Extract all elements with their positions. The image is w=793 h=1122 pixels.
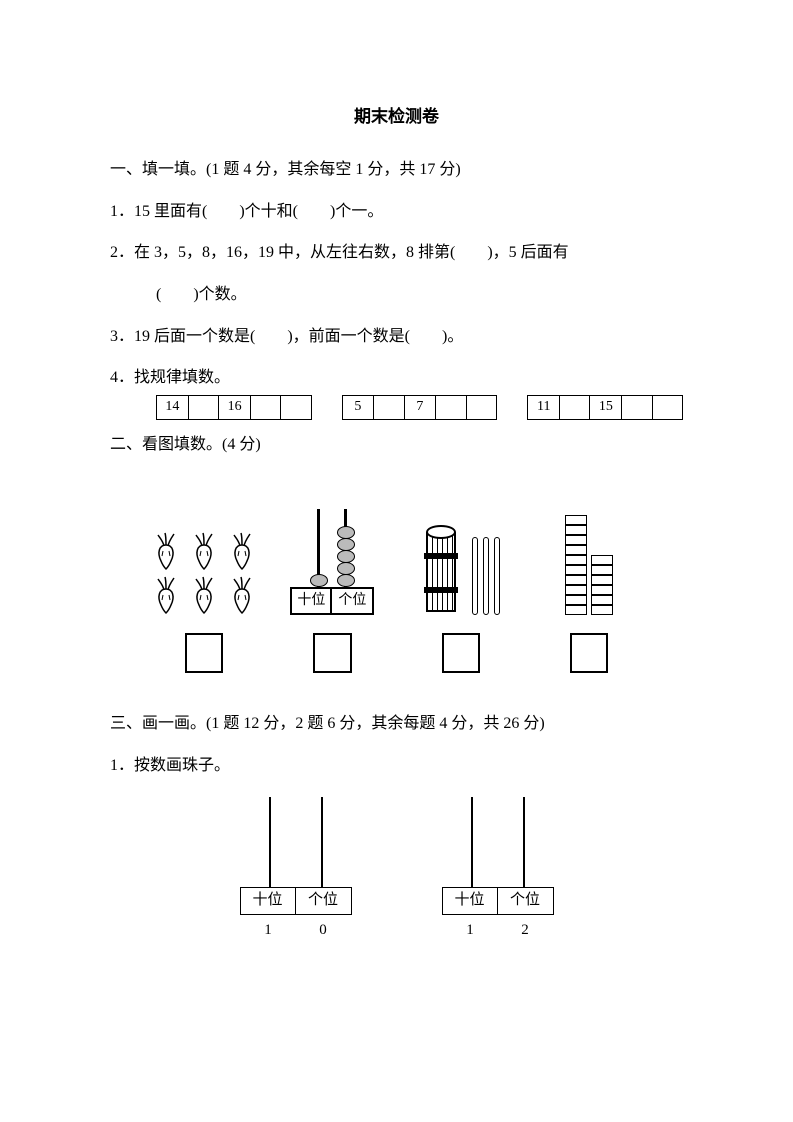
- seq1-cell: [188, 395, 218, 419]
- abacus-b-tens-num: 1: [443, 915, 498, 945]
- seq1-cell: 16: [219, 395, 251, 419]
- abacus-label-ones: 个位: [498, 888, 553, 914]
- radish-icon: [226, 531, 258, 571]
- abacus-rod-tens[interactable]: [269, 797, 271, 887]
- seq2-cell: [466, 395, 497, 419]
- seq2-cell: [436, 395, 467, 419]
- bead-icon: [310, 574, 328, 587]
- abacus-figure: 十位 个位: [268, 475, 396, 615]
- stick-bundle-icon: [422, 525, 460, 615]
- q4-sequences: 14 16 5 7 11 15: [110, 395, 683, 420]
- abacus-rod-tens: [317, 509, 320, 587]
- seq-table-3: 11 15: [527, 395, 683, 420]
- section3-heading: 三、画一画。(1 题 12 分，2 题 6 分，其余每题 4 分，共 26 分): [110, 703, 683, 745]
- abacus-label-tens: 十位: [443, 888, 498, 914]
- seq-table-2: 5 7: [342, 395, 498, 420]
- seq1-cell: [251, 395, 281, 419]
- q2-text-a: 2．在 3，5，8，16，19 中，从左往右数，8 排第( )，5 后面有: [110, 232, 683, 274]
- seq1-cell: [281, 395, 311, 419]
- seq2-cell: [374, 395, 405, 419]
- answer-box[interactable]: [313, 633, 351, 673]
- abacus-label-ones: 个位: [332, 589, 372, 613]
- radish-icon: [226, 575, 258, 615]
- stick-icon: [472, 537, 478, 615]
- bead-icon: [337, 538, 355, 551]
- abacus-a-tens-num: 1: [241, 915, 296, 945]
- q4-text: 4．找规律填数。: [110, 357, 683, 399]
- abacus-rod-ones[interactable]: [321, 797, 323, 887]
- bead-icon: [337, 574, 355, 587]
- abacus-pair: 十位 个位 1 0 十位 个位 1 2: [110, 797, 683, 945]
- bead-icon: [337, 550, 355, 563]
- abacus-a: 十位 个位 1 0: [240, 797, 352, 945]
- radish-icon: [188, 531, 220, 571]
- sticks-figure: [397, 475, 525, 615]
- section1-heading: 一、填一填。(1 题 4 分，其余每空 1 分，共 17 分): [110, 149, 683, 191]
- figures-row: 十位 个位: [110, 465, 683, 615]
- answer-boxes-row: [110, 615, 683, 673]
- s3-q1-text: 1．按数画珠子。: [110, 745, 683, 787]
- q1-text: 1．15 里面有( )个十和( )个一。: [110, 191, 683, 233]
- answer-box[interactable]: [570, 633, 608, 673]
- abacus-label-tens: 十位: [292, 589, 332, 613]
- blocks-figure: [525, 475, 653, 615]
- radish-icon: [188, 575, 220, 615]
- seq3-cell: 15: [590, 395, 622, 419]
- abacus-rod-ones[interactable]: [523, 797, 525, 887]
- block-column-6: [591, 555, 613, 615]
- seq-table-1: 14 16: [156, 395, 312, 420]
- abacus-rod-ones: [344, 509, 347, 587]
- bead-icon: [337, 526, 355, 539]
- section2-heading: 二、看图填数。(4 分): [110, 424, 683, 466]
- answer-box[interactable]: [185, 633, 223, 673]
- page-title: 期末检测卷: [110, 95, 683, 139]
- abacus-label-tens: 十位: [241, 888, 296, 914]
- block-column-10: [565, 515, 587, 615]
- abacus-label-ones: 个位: [296, 888, 351, 914]
- abacus-b: 十位 个位 1 2: [442, 797, 554, 945]
- q2-text-b: ( )个数。: [110, 274, 683, 316]
- seq3-cell: [560, 395, 590, 419]
- seq3-cell: [622, 395, 652, 419]
- radish-figure: [140, 475, 268, 615]
- seq3-cell: [652, 395, 682, 419]
- bead-icon: [337, 562, 355, 575]
- radish-icon: [150, 531, 182, 571]
- stick-icon: [494, 537, 500, 615]
- radish-icon: [150, 575, 182, 615]
- abacus-b-ones-num: 2: [498, 915, 553, 945]
- seq3-cell: 11: [528, 395, 560, 419]
- seq1-cell: 14: [157, 395, 189, 419]
- abacus-rod-tens[interactable]: [471, 797, 473, 887]
- seq2-cell: 7: [404, 395, 435, 419]
- answer-box[interactable]: [442, 633, 480, 673]
- q3-text: 3．19 后面一个数是( )，前面一个数是( )。: [110, 316, 683, 358]
- seq2-cell: 5: [342, 395, 373, 419]
- abacus-a-ones-num: 0: [296, 915, 351, 945]
- stick-icon: [483, 537, 489, 615]
